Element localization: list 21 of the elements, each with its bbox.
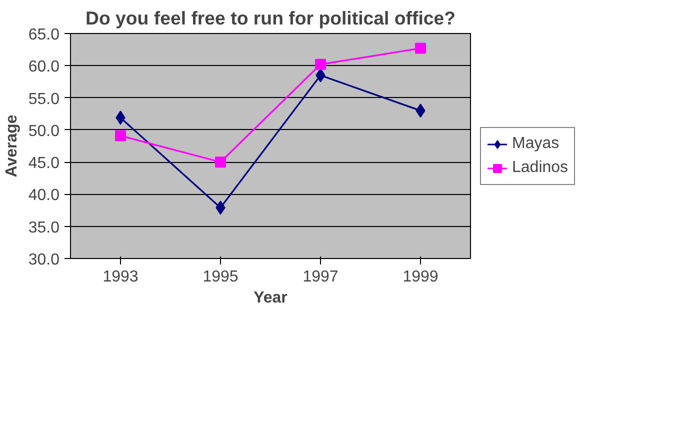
y-tick-label: 45.0 [28,155,60,172]
y-tick-label: 35.0 [28,219,60,236]
x-tick-label: 1999 [402,268,438,286]
y-axis-title: Average [3,114,20,178]
x-tick-label: 1997 [302,268,338,286]
y-tick-label: 55.0 [28,90,60,108]
point [115,130,126,142]
x-tick-label: 1993 [102,268,138,286]
point [415,42,426,54]
y-tick-label: 30.0 [28,252,60,268]
y-tick-label: 40.0 [28,187,60,204]
y-tick-label: 65.0 [28,26,60,44]
x-axis-title: Year [254,290,288,306]
point [315,58,326,70]
y-tick-label: 60.0 [28,58,60,76]
chart-title: Do you feel free to run for political office? [85,8,456,28]
y-tick-label: 50.0 [28,122,60,140]
point [215,156,226,168]
legend-label: Ladinos [512,159,568,177]
legend-label: Mayas [512,135,560,153]
x-tick-label: 1995 [202,268,238,286]
